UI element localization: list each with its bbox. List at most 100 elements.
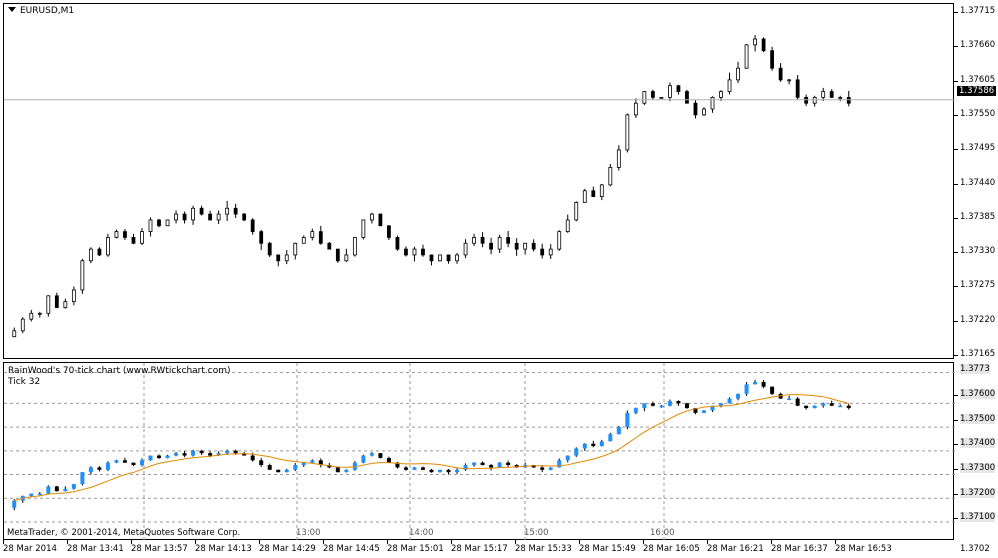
tick-candle-body	[770, 386, 775, 394]
tick-candle-body	[650, 403, 655, 406]
copyright-text: MetaTrader, © 2001-2014, MetaQuotes Soft…	[7, 528, 241, 538]
candle-body	[233, 207, 238, 215]
candle	[114, 229, 119, 239]
time-label: 28 Mar 13:41	[67, 544, 124, 554]
time-label: 28 Mar 15:33	[515, 544, 572, 554]
candle-body	[795, 79, 800, 98]
candle-body	[71, 289, 76, 303]
time-tick	[707, 540, 708, 544]
main-chart-canvas[interactable]	[4, 4, 955, 360]
candle	[369, 212, 374, 224]
hour-label: 14:00	[409, 528, 434, 538]
candle	[148, 217, 153, 237]
candle-body	[182, 213, 187, 221]
tick-candle-body	[574, 448, 579, 456]
candle	[250, 218, 255, 235]
tick-candle	[548, 467, 553, 471]
candle-body	[599, 184, 604, 197]
tick-candle-body	[633, 408, 638, 413]
price-label: 1.37100	[960, 512, 996, 522]
tick-candle	[12, 499, 17, 511]
tick-candle	[770, 386, 775, 396]
tick-candle-body	[318, 460, 323, 466]
tick-candle-body	[565, 455, 570, 461]
time-tick	[131, 540, 132, 544]
candle	[812, 95, 817, 107]
tick-candle-body	[659, 405, 664, 408]
tick-candle-body	[846, 405, 851, 409]
candle-body	[472, 237, 476, 244]
tick-candle	[753, 379, 758, 385]
candle-body	[778, 67, 783, 81]
tick-candle-body	[429, 469, 434, 473]
candle	[829, 89, 834, 98]
candle	[208, 210, 213, 221]
tick-candle-body	[225, 450, 230, 454]
tick-candle	[650, 401, 655, 407]
tick-candle-body	[676, 400, 681, 404]
tick-candle-body	[642, 403, 647, 409]
candle	[54, 292, 59, 309]
time-tick	[323, 540, 324, 544]
main-chart-pane[interactable]: EURUSD,M1	[3, 3, 955, 360]
tick-candle-body	[395, 462, 400, 468]
candle-body	[225, 207, 230, 215]
tick-candle	[378, 452, 383, 459]
candle-body	[361, 219, 366, 238]
tick-candle	[174, 451, 179, 457]
candle	[276, 254, 281, 267]
candle-body	[608, 167, 613, 186]
tick-candle	[412, 466, 417, 470]
time-label: 28 Mar 16:37	[771, 544, 828, 554]
candle-body	[838, 96, 843, 99]
candle	[676, 84, 681, 95]
candle	[616, 145, 621, 171]
candle	[455, 252, 459, 264]
candle-body	[650, 91, 655, 98]
candle-body	[744, 44, 749, 69]
tick-candle-body	[378, 453, 383, 458]
candle-body	[242, 213, 247, 221]
time-tick	[387, 540, 388, 544]
candle-body	[676, 85, 681, 92]
tick-candle	[88, 466, 93, 475]
tick-candle-body	[122, 460, 127, 463]
tick-candle	[744, 381, 749, 397]
tick-candle	[574, 447, 579, 458]
tick-candle-body	[812, 405, 817, 409]
price-label: 1.37200	[960, 488, 996, 498]
candle	[412, 246, 417, 262]
tick-chart-subtitle: Tick 32	[8, 377, 41, 387]
candle	[429, 254, 434, 266]
candle	[625, 113, 630, 153]
tick-candle-body	[616, 427, 621, 435]
candle-body	[276, 254, 281, 262]
tick-chart-pane[interactable]: RainWood's 70-tick chart (www.RWtickchar…	[3, 362, 955, 541]
tick-candle-body	[701, 410, 706, 413]
candle	[404, 246, 408, 257]
tick-candle-body	[795, 398, 800, 406]
candle	[63, 298, 68, 309]
candle	[736, 61, 740, 84]
candle	[438, 254, 442, 262]
dropdown-triangle-icon[interactable]	[8, 7, 16, 12]
price-tick	[954, 320, 958, 322]
candle	[693, 100, 698, 119]
candle	[668, 82, 672, 102]
tick-candle	[736, 393, 741, 401]
candle-body	[37, 312, 42, 315]
tick-candle-body	[191, 450, 196, 456]
time-tick	[195, 540, 196, 544]
tick-candle-body	[293, 465, 298, 470]
tick-candle	[804, 405, 809, 410]
tick-candle	[420, 466, 425, 471]
time-label: 28 Mar 16:05	[643, 544, 700, 554]
tick-chart-canvas[interactable]	[4, 363, 955, 541]
price-label: 1.37330	[960, 246, 996, 257]
candle	[352, 237, 357, 257]
candle	[395, 235, 400, 251]
candle	[267, 242, 272, 258]
candle-body	[455, 254, 459, 262]
candle	[838, 95, 843, 102]
tick-candle	[846, 403, 851, 410]
